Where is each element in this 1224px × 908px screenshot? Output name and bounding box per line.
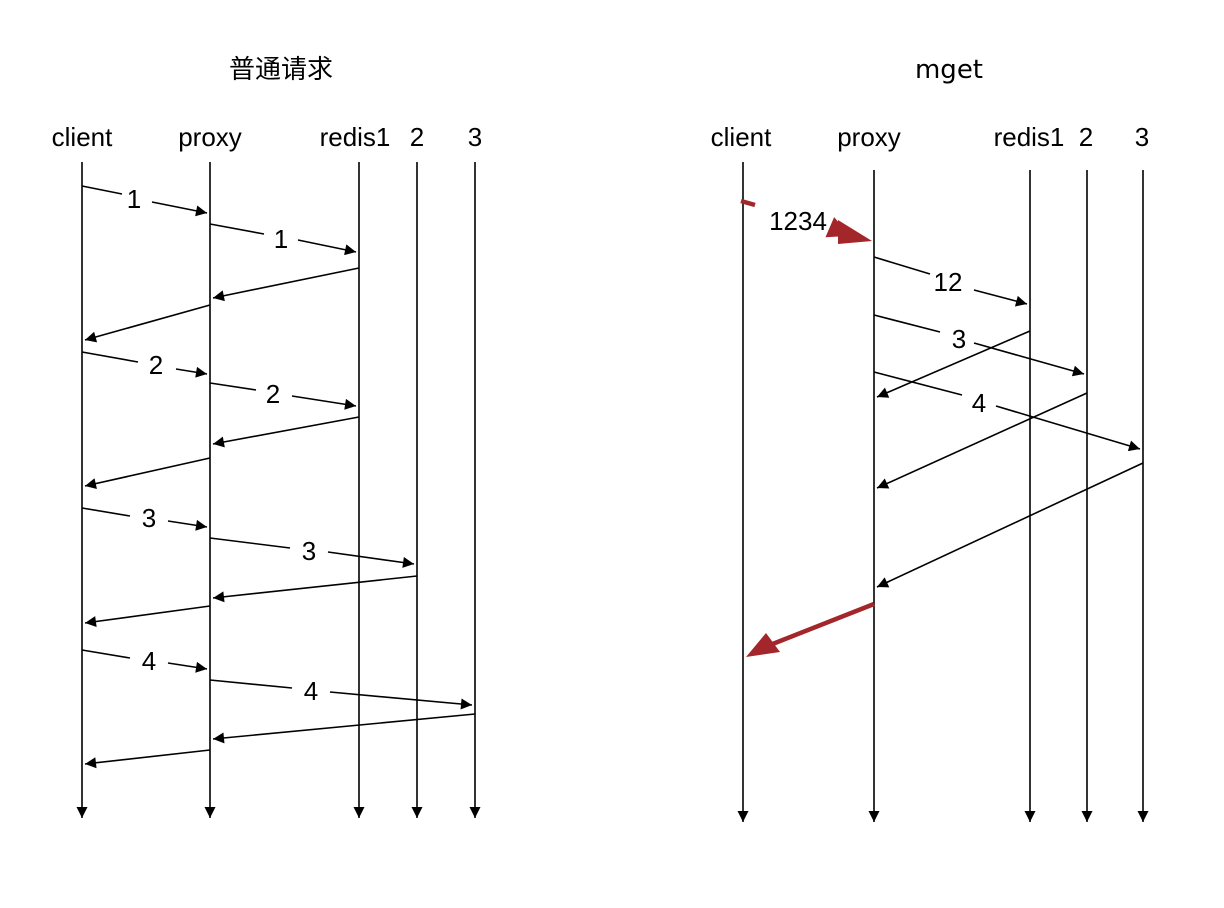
left-msg-client-proxy-2-tail — [175, 366, 208, 378]
left-msg-label-1b: 1 — [274, 224, 288, 254]
left-msg-label-4a: 4 — [142, 646, 156, 676]
right-msg-label-4: 4 — [972, 388, 986, 418]
left-msg-client-proxy-3 — [81, 507, 131, 517]
left-diagram-title: 普通请求 — [229, 55, 333, 85]
right-reply-redis2-proxy — [876, 392, 1088, 489]
left-msg-client-proxy-1 — [81, 185, 123, 195]
left-participant-client: client — [52, 122, 113, 152]
right-reply-proxy-client — [769, 601, 875, 648]
left-msg-proxy-redis1-2-tail — [291, 395, 357, 410]
left-msg-client-proxy-4-tail — [167, 661, 208, 673]
left-msg-proxy-redis3-4-tail — [329, 691, 473, 710]
right-participant-proxy: proxy — [837, 122, 901, 152]
left-sequence-diagram: 普通请求 client proxy redis1 2 3 1 1 2 2 — [52, 55, 482, 818]
right-msg-proxy-redis3-4 — [873, 371, 963, 396]
left-reply-proxy-client-2 — [84, 457, 211, 489]
right-msg-proxy-redis2-3 — [873, 314, 941, 333]
left-participant-redis2: 2 — [410, 122, 424, 152]
right-sequence-diagram: mget client proxy redis1 2 3 1234 12 3 4 — [711, 55, 1149, 822]
left-msg-client-proxy-2 — [81, 351, 139, 363]
right-participant-redis2: 2 — [1079, 122, 1093, 152]
left-msg-proxy-redis2-3 — [209, 537, 291, 549]
left-reply-proxy-client-1 — [84, 304, 211, 343]
right-reply-redis1-proxy — [876, 330, 1031, 398]
right-msg-proxy-redis2-3-tail — [973, 342, 1085, 377]
left-msg-client-proxy-4 — [81, 649, 131, 659]
right-msg-proxy-redis1-12-tail — [973, 289, 1028, 307]
left-msg-label-2a: 2 — [149, 350, 163, 380]
right-diagram-title: mget — [915, 55, 983, 85]
left-reply-redis1-proxy-1 — [212, 267, 360, 302]
right-msg-proxy-redis3-4-tail — [995, 405, 1141, 452]
left-msg-proxy-redis3-4 — [209, 679, 293, 689]
left-reply-redis1-proxy-2 — [212, 416, 360, 448]
left-msg-label-4b: 4 — [304, 676, 318, 706]
right-msg-label-1234: 1234 — [769, 206, 827, 236]
right-participant-client: client — [711, 122, 772, 152]
left-msg-label-3b: 3 — [302, 536, 316, 566]
left-msg-client-proxy-1-tail — [151, 201, 208, 217]
left-msg-proxy-redis1-1 — [209, 223, 265, 235]
left-msg-label-1a: 1 — [127, 184, 141, 214]
left-participant-redis3: 3 — [468, 122, 482, 152]
right-msg-client-proxy-1234 — [740, 198, 756, 208]
left-reply-redis2-proxy-3 — [212, 575, 418, 603]
right-msg-1234-arrowhead — [838, 220, 872, 244]
right-participant-redis3: 3 — [1135, 122, 1149, 152]
right-reply-redis3-proxy — [876, 462, 1144, 588]
right-reply-arrowhead — [746, 633, 780, 657]
left-msg-client-proxy-3-tail — [167, 519, 208, 531]
right-msg-label-3: 3 — [952, 324, 966, 354]
left-msg-proxy-redis1-2 — [209, 382, 257, 391]
left-reply-proxy-client-4 — [84, 749, 211, 769]
left-reply-redis3-proxy-4 — [212, 713, 476, 744]
right-msg-label-12: 12 — [934, 267, 963, 297]
left-participant-redis1: redis1 — [320, 122, 391, 152]
left-participant-proxy: proxy — [178, 122, 242, 152]
left-msg-label-3a: 3 — [142, 503, 156, 533]
left-msg-proxy-redis2-3-tail — [327, 551, 415, 568]
right-msg-proxy-redis1-12 — [873, 256, 931, 275]
right-participant-redis1: redis1 — [994, 122, 1065, 152]
left-msg-label-2b: 2 — [266, 379, 280, 409]
left-reply-proxy-client-3 — [84, 605, 211, 627]
left-msg-proxy-redis1-1-tail — [297, 239, 357, 256]
